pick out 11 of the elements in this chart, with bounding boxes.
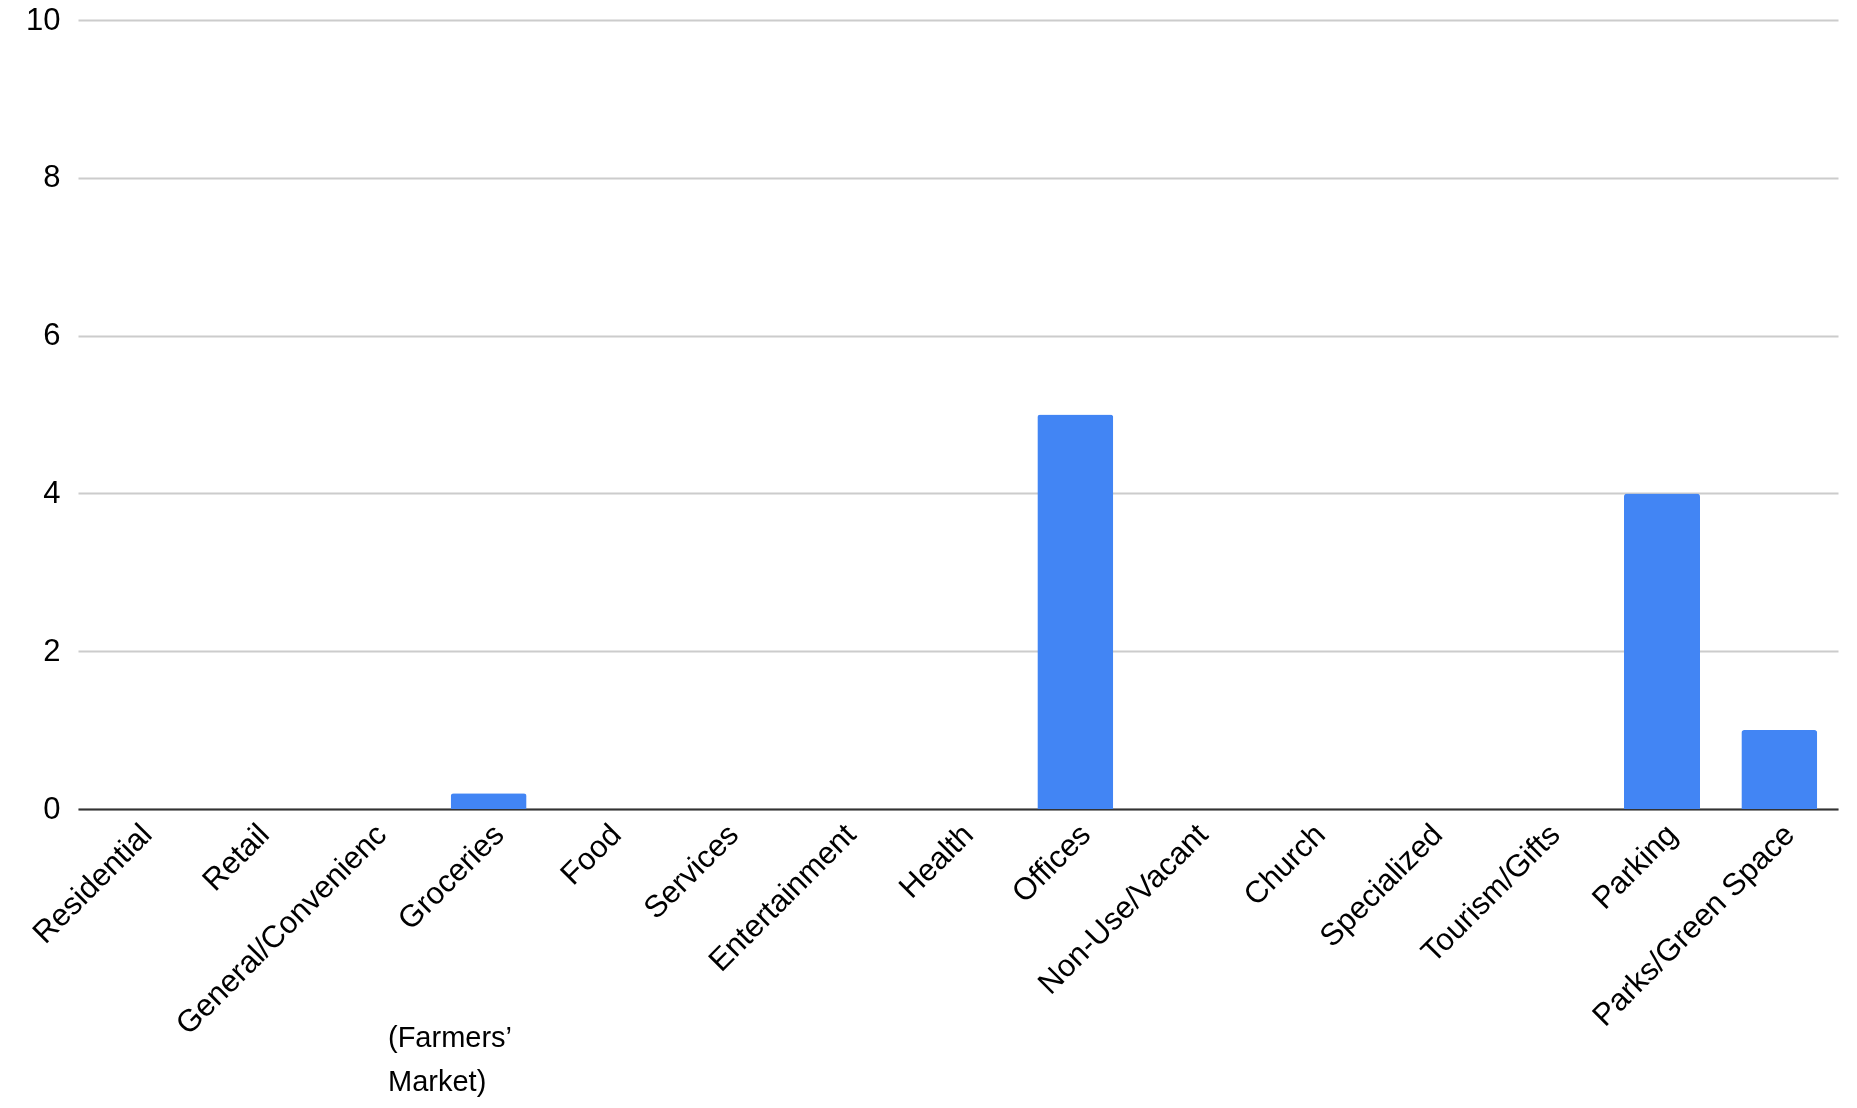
bar	[450, 793, 527, 809]
y-tick-label: 0	[43, 790, 61, 826]
y-tick-label: 8	[43, 159, 61, 195]
text: (Farmers’ Market)	[388, 1021, 513, 1097]
bar	[1741, 730, 1818, 809]
y-tick-label: 10	[26, 1, 61, 37]
y-tick-label: 2	[43, 632, 61, 668]
bar	[1624, 493, 1700, 809]
y-tick-label: 4	[43, 474, 61, 510]
bar	[1037, 414, 1114, 809]
y-tick-label: 6	[43, 317, 61, 353]
